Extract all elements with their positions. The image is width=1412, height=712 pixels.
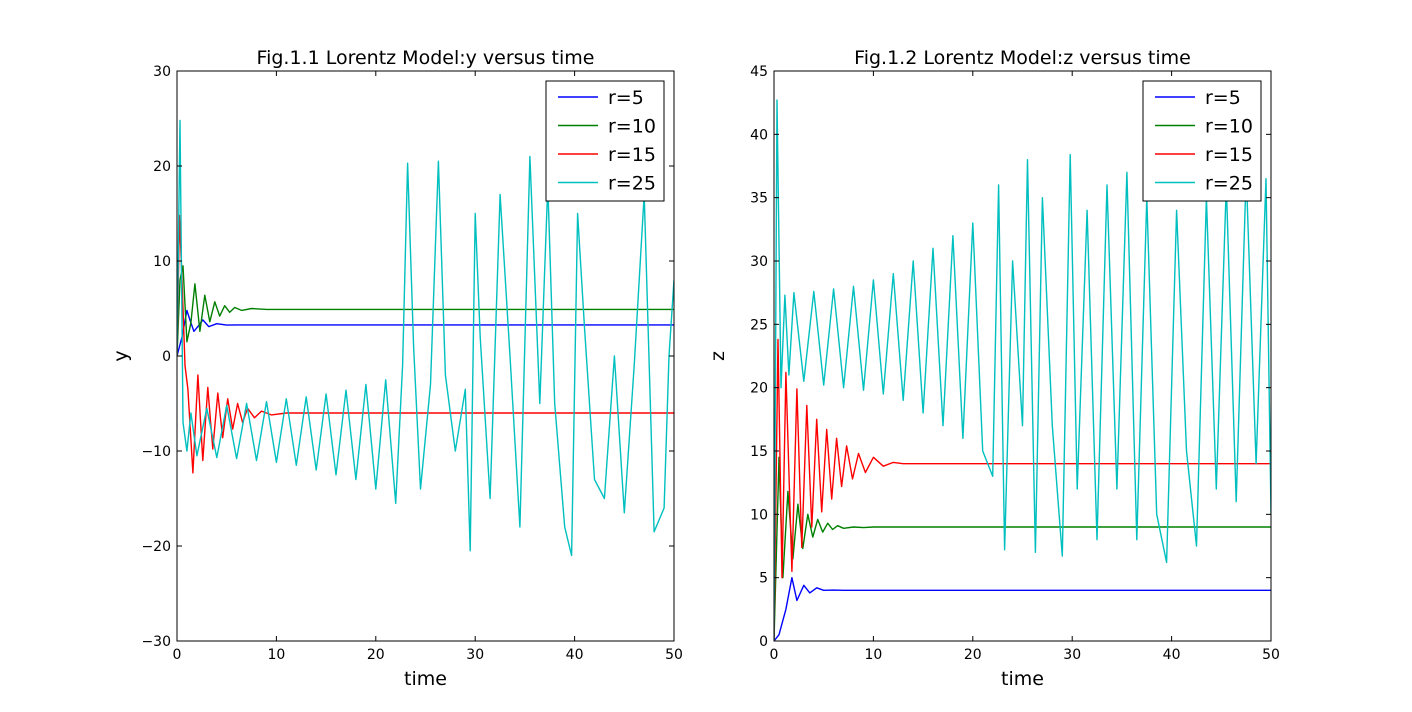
x-tick-label: 40	[566, 647, 584, 663]
legend: r=5 r=10 r=15 r=25	[1142, 80, 1262, 202]
series-line-r-10	[774, 456, 1271, 641]
x-axis-label: time	[404, 668, 447, 690]
y-tick-label: 10	[153, 254, 171, 270]
y-tick-label: 45	[750, 64, 768, 80]
x-tick-label: 10	[267, 647, 285, 663]
x-axis-label: time	[1001, 668, 1044, 690]
legend: r=5 r=10 r=15 r=25	[545, 80, 665, 202]
series-group	[177, 119, 674, 557]
series-line-r-25	[774, 99, 1271, 641]
y-tick-label: 20	[153, 159, 171, 175]
series-line-r-15	[177, 214, 674, 474]
y-tick-label: 20	[750, 381, 768, 397]
legend-box	[545, 80, 665, 202]
x-tick-label: 20	[964, 647, 982, 663]
y-tick-label: 0	[759, 634, 768, 650]
series-line-r-25	[177, 119, 674, 557]
chart-1: 0 10 20 30 40 50 −30 −20 −10 0 10 20 30 Fig.1.1 Loren…	[110, 47, 683, 690]
legend-label: r=10	[608, 116, 656, 138]
legend-label: r=15	[608, 144, 656, 166]
y-tick-label: 30	[153, 64, 171, 80]
legend-label: r=25	[1205, 173, 1253, 195]
y-tick-label: −30	[141, 634, 171, 650]
x-tick-label: 20	[367, 647, 385, 663]
y-tick-label: 5	[759, 571, 768, 587]
series-line-r-5	[774, 577, 1271, 641]
legend-label: r=5	[1205, 87, 1241, 109]
legend-label: r=15	[1205, 144, 1253, 166]
y-axis-label: z	[707, 351, 729, 361]
series-line-r-10	[177, 265, 674, 357]
y-tick-label: −20	[141, 539, 171, 555]
y-tick-label: 25	[750, 317, 768, 333]
y-axis-label: y	[110, 350, 132, 361]
chart-title: Fig.1.2 Lorentz Model:z versus time	[854, 47, 1191, 69]
legend-box	[1142, 80, 1262, 202]
y-tick-label: 0	[162, 349, 171, 365]
chart-title: Fig.1.1 Lorentz Model:y versus time	[257, 47, 595, 69]
x-tick-label: 50	[1262, 647, 1280, 663]
x-tick-label: 10	[864, 647, 882, 663]
legend-label: r=10	[1205, 116, 1253, 138]
x-tick-label: 30	[1063, 647, 1081, 663]
y-tick-label: 15	[750, 444, 768, 460]
series-line-r-5	[177, 309, 674, 357]
legend-label: r=5	[608, 87, 644, 109]
x-tick-label: 0	[173, 647, 182, 663]
y-tick-label: −10	[141, 444, 171, 460]
plot-frame	[773, 70, 1272, 642]
x-tick-label: 50	[665, 647, 683, 663]
series-line-r-15	[774, 338, 1271, 641]
chart-2: 0 10 20 30 40 50 0 5 10 15 20 25 30 35 40 45 Fig.1.2 Lor…	[707, 47, 1280, 690]
y-tick-label: 40	[750, 127, 768, 143]
y-tick-label: 35	[750, 191, 768, 207]
x-tick-label: 30	[466, 647, 484, 663]
x-tick-label: 0	[770, 647, 779, 663]
series-group	[774, 99, 1271, 641]
x-tick-label: 40	[1163, 647, 1181, 663]
legend-label: r=25	[608, 173, 656, 195]
y-tick-label: 30	[750, 254, 768, 270]
y-tick-label: 10	[750, 507, 768, 523]
